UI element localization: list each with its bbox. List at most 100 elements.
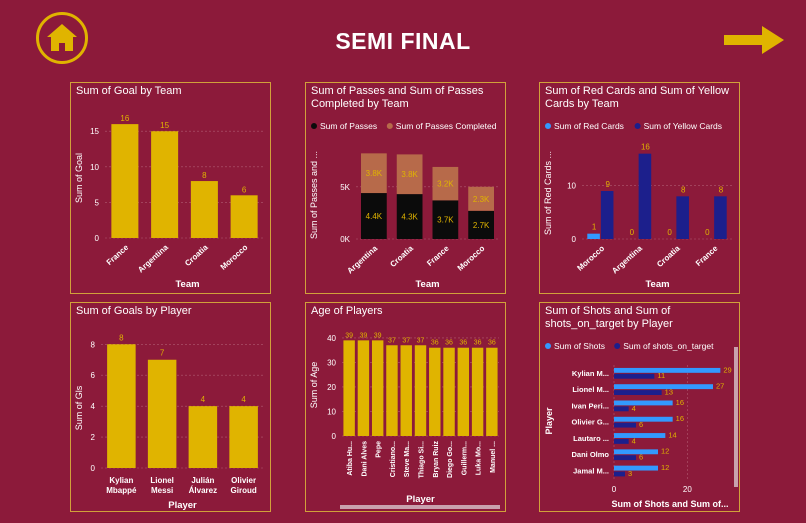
x-tick-label: Atiba Hu...	[347, 441, 354, 476]
legend-marker	[545, 343, 551, 349]
y-tick-label: Lionel M...	[572, 385, 609, 394]
next-page-button[interactable]	[722, 24, 786, 56]
bar	[151, 131, 179, 238]
data-label: 4	[632, 436, 636, 445]
data-label: 11	[657, 371, 665, 380]
y-tick-label: 2	[91, 433, 96, 442]
chart-title: Age of Players	[311, 305, 383, 317]
legend-label: Sum of shots_on_target	[623, 341, 714, 351]
x-tick-label: France	[425, 243, 451, 268]
legend-label: Sum of Passes	[320, 121, 377, 131]
passes-by-team-chart: Sum of Passes Sum of Passes Completed 0K 5K…	[309, 121, 499, 290]
y-tick-label: 40	[327, 334, 336, 343]
y-tick-label: 8	[91, 340, 96, 349]
bar	[714, 196, 727, 239]
data-label: 29	[723, 365, 731, 374]
x-tick-label: Croatia	[183, 242, 210, 267]
y-axis-title: Player	[544, 407, 554, 435]
bar	[614, 422, 636, 428]
bar	[230, 195, 258, 238]
bar	[371, 340, 384, 436]
vertical-scrollbar	[734, 347, 738, 487]
data-label: 9	[605, 180, 610, 189]
goal-by-team-panel: Sum of Goal by Team 0 5 10 15 16 France 15 Arge…	[70, 82, 271, 294]
data-label: 4	[632, 404, 636, 413]
data-label: 12	[661, 447, 669, 456]
horizontal-scrollbar	[340, 505, 500, 509]
data-label: 13	[665, 387, 673, 396]
bar-segment	[361, 153, 387, 194]
x-tick-label: Croatia	[655, 243, 682, 268]
y-tick-label: 0	[91, 464, 96, 473]
page-title: SEMI FINAL	[335, 28, 471, 54]
bar	[386, 345, 398, 436]
bar-segment	[432, 166, 459, 201]
data-label: 16	[676, 398, 684, 407]
x-tick-label: Bryan Ruiz	[433, 441, 440, 478]
chart-title: Sum of Passes and Sum of Passes Complete…	[311, 85, 484, 110]
bar	[614, 384, 713, 390]
bar	[614, 433, 666, 438]
data-label: 7	[160, 349, 165, 358]
x-tick-label: Julián	[191, 476, 214, 485]
x-axis-title: Team	[415, 279, 439, 290]
x-tick-label: Giroud	[231, 486, 257, 495]
x-tick-label: Manuel ...	[490, 441, 497, 473]
y-axis-title: Sum of Age	[309, 362, 319, 409]
y-tick-label: 10	[327, 407, 336, 416]
data-label: 36	[431, 340, 439, 347]
data-label: 8	[719, 185, 724, 194]
y-axis-title: Sum of Red Cards ...	[543, 151, 553, 235]
chart-title: Sum of Shots and Sum of shots_on_target …	[545, 305, 673, 330]
data-label: 39	[345, 332, 353, 339]
bar	[429, 347, 441, 436]
passes-by-team-panel: Sum of Passes and Sum of Passes Complete…	[305, 82, 506, 294]
bar	[190, 181, 218, 238]
y-tick-label: 5K	[340, 183, 350, 192]
bar	[414, 345, 427, 436]
data-label: 6	[242, 185, 247, 194]
bar	[614, 449, 658, 455]
data-label: 0	[630, 228, 635, 237]
x-tick-label: Dani Alves	[361, 441, 368, 477]
data-label: 6	[639, 420, 643, 429]
bar	[614, 465, 658, 471]
y-tick-label: Olivier G...	[571, 418, 609, 427]
x-tick-label: Messi	[151, 486, 173, 495]
bar-segment	[468, 210, 494, 239]
x-tick-label: 0	[612, 485, 617, 494]
data-label: 3.8K	[401, 170, 418, 179]
age-of-players-chart: 0 10 20 30 40 39 Atiba Hu... 39 Dani Alves 39 Pepe…	[309, 332, 500, 509]
y-axis-title: Sum of Passes and ...	[309, 151, 319, 239]
shots-by-player-chart: Sum of Shots Sum of shots_on_target 0 20 Kyl…	[544, 341, 738, 509]
y-tick-label: 0K	[340, 235, 350, 244]
bar	[600, 191, 614, 239]
legend-marker	[634, 123, 641, 129]
y-tick-label: 10	[567, 182, 576, 191]
bar	[229, 406, 258, 468]
legend-marker	[386, 123, 393, 129]
data-label: 16	[120, 114, 129, 123]
y-tick-label: 5	[95, 198, 100, 207]
data-label: 37	[417, 337, 425, 344]
bar	[614, 471, 625, 477]
x-tick-label: Croatia	[388, 243, 415, 268]
goal-by-team-chart: 0 5 10 15 16 France 15 Argentina 8 Croatia 6 Morocc…	[74, 114, 264, 290]
data-label: 37	[388, 337, 396, 344]
bar	[614, 416, 673, 422]
x-tick-label: France	[694, 243, 720, 268]
home-icon	[47, 24, 77, 51]
bar	[111, 124, 139, 238]
y-tick-label: 0	[572, 235, 577, 244]
data-label: 2.3K	[473, 195, 490, 204]
home-button[interactable]	[36, 12, 88, 64]
x-tick-label: France	[105, 242, 131, 267]
data-label: 4.4K	[366, 212, 383, 221]
bar	[457, 347, 470, 436]
bar	[400, 345, 412, 436]
x-axis-title: Team	[645, 279, 669, 290]
data-label: 3	[628, 469, 632, 478]
legend-label: Sum of Passes Completed	[396, 121, 497, 131]
bar-segment	[432, 200, 459, 239]
